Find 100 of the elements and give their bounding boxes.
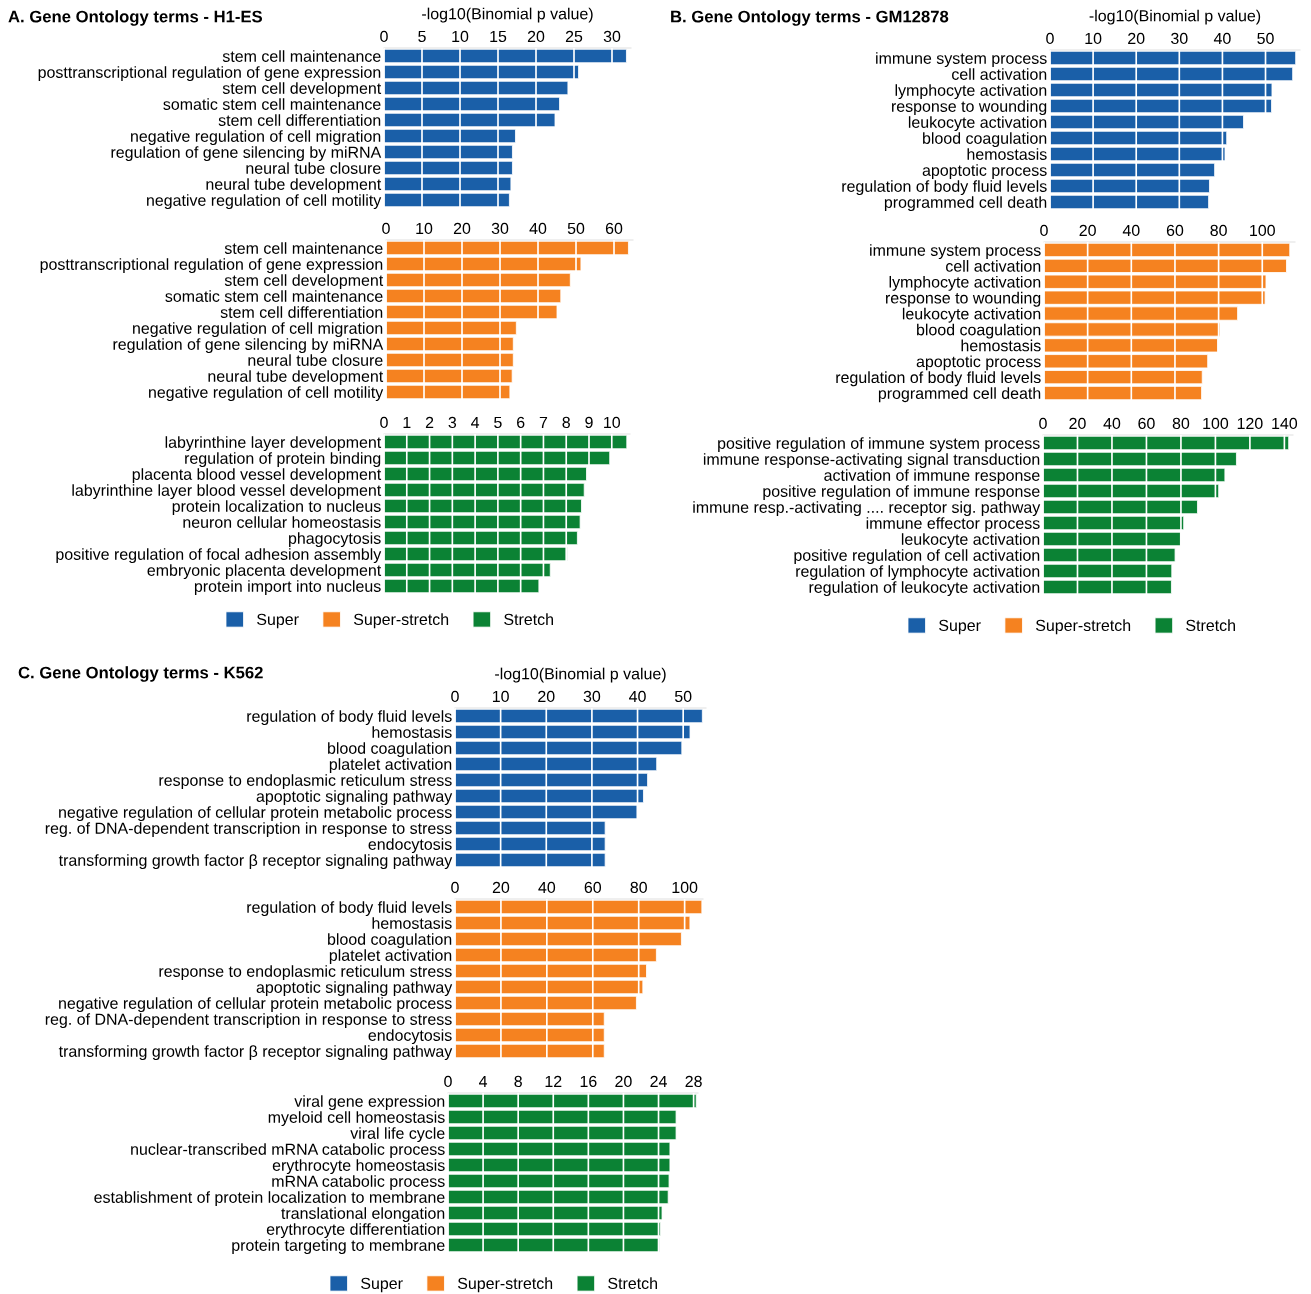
y-tick-label: transforming growth factor β receptor signaling pathway [58,1045,453,1061]
y-tick-label: reg. of DNA-dependent transcription in response to stress [45,1013,452,1029]
y-tick-label: placenta blood vessel development [132,468,382,484]
y-tick-label: regulation of body fluid levels [842,180,1047,196]
y-tick-label: hemostasis [967,148,1047,160]
y-tick-label: neural tube closure [246,162,381,174]
x-tick-label: 30 [491,222,509,235]
y-tick-label: lymphocyte activation [889,275,1041,291]
text: B. Gene Ontology terms - GM12878 [671,10,949,26]
x-tick-label: 40 [629,690,646,703]
y-tick-label: neuron cellular homeostasis [183,516,381,528]
text: C. Gene Ontology terms - K562 [18,666,263,682]
y-tick-label: regulation of body fluid levels [247,901,452,917]
x-tick-label: 0 [1040,224,1048,237]
x-tick-label: 60 [605,222,623,235]
y-tick-label: protein localization to nucleus [172,500,381,516]
series-label: Stretch [504,613,553,626]
y-tick-label: stem cell maintenance [224,242,383,254]
y-tick-label: programmed cell death [878,387,1041,403]
x-tick-label: 0 [382,222,390,235]
x-tick-label: 60 [1138,417,1155,430]
legend-label: Super [939,619,981,635]
x-tick-label: 20 [1079,224,1096,237]
x-tick-label: 10 [492,690,509,703]
y-tick-label: immune resp.-activating .... receptor sig. pathway [693,501,1041,517]
x-tick-label: 0 [380,416,388,429]
x-tick-label: 10 [604,416,621,429]
x-tick-label: 20 [1128,32,1145,45]
y-tick-label: negative regulation of cellular protein metabolic process [59,806,452,822]
x-tick-label: 40 [1213,32,1231,45]
y-tick-label: mRNA catabolic process [272,1175,445,1191]
y-tick-label: immune system process [876,52,1047,68]
text: A. Gene Ontology terms - H1-ES [8,10,263,26]
y-tick-label: stem cell maintenance [222,50,381,62]
y-tick-label: blood coagulation [917,323,1041,339]
y-tick-label: apoptotic process [922,164,1047,180]
x-tick-label: 24 [650,1075,667,1087]
series-label: Stretch [1186,619,1235,632]
x-tick-label: 30 [1171,32,1188,45]
x-tick-label: 10 [452,30,469,43]
x-tick-label: 10 [416,222,433,235]
y-tick-label: regulation of gene silencing by miRNA [111,146,382,162]
y-tick-label: activation of immune response [824,469,1040,485]
y-tick-label: stem cell development [224,274,384,290]
x-tick-label: 5 [494,416,502,429]
y-tick-label: transforming growth factor β receptor signaling pathway [58,854,453,870]
y-tick-label: positive regulation of immune response [763,485,1040,501]
y-tick-label: endocytosis [368,838,452,854]
y-tick-label: positive regulation of cell activation [794,549,1040,565]
legend-label: Super [361,1277,403,1293]
x-tick-label: 0 [451,690,459,703]
y-tick-label: phagocytosis [289,532,381,548]
x-tick-label: 8 [514,1075,522,1088]
x-tick-label: 9 [585,416,593,429]
y-tick-label: response to wounding [892,100,1047,116]
x-tick-label: 3 [448,416,457,429]
y-tick-label: reg. of DNA-dependent transcription in response to stress [45,822,452,838]
y-tick-label: neural tube closure [248,354,383,366]
y-tick-label: labyrinthine layer development [165,436,382,452]
y-tick-label: establishment of protein localization to membrane [94,1191,445,1207]
x-tick-label: 1 [403,416,411,428]
y-tick-label: blood coagulation [923,132,1047,148]
y-tick-label: platelet activation [329,949,452,965]
x-tick-label: 30 [603,30,621,43]
y-tick-label: hemostasis [372,917,452,929]
x-axis-title: -log10(Binomial p value) [495,667,666,683]
x-tick-label: 80 [630,881,647,894]
y-tick-label: negative regulation of cellular protein metabolic process [59,997,452,1013]
x-tick-label: 140 [1272,417,1298,430]
y-tick-label: viral life cycle [350,1127,445,1143]
y-tick-label: endocytosis [368,1029,452,1045]
x-tick-label: 6 [517,416,525,429]
y-tick-label: myeloid cell homeostasis [268,1111,445,1127]
x-axis-title: -log10(Binomial p value) [1089,9,1261,25]
x-tick-label: 40 [1103,417,1121,430]
x-tick-label: 100 [1203,417,1229,430]
y-tick-label: response to endoplasmic reticulum stress [159,774,452,790]
x-tick-label: 25 [565,30,583,43]
y-tick-label: platelet activation [329,758,452,774]
x-tick-label: 120 [1237,417,1263,430]
y-tick-label: regulation of protein binding [185,452,381,468]
x-tick-label: 60 [584,881,602,894]
y-tick-label: neural tube development [208,370,384,386]
x-tick-label: 15 [490,30,507,43]
legend-label: Super-stretch [353,613,449,629]
y-tick-label: stem cell development [222,82,382,98]
y-tick-label: positive regulation of focal adhesion assembly [56,548,382,564]
x-tick-label: 20 [453,222,471,235]
x-tick-label: 0 [451,881,459,894]
x-tick-label: 20 [538,690,555,703]
y-tick-label: neural tube development [206,178,382,194]
x-tick-label: 2 [425,416,434,428]
x-tick-label: 20 [615,1075,632,1088]
y-tick-label: blood coagulation [328,933,452,949]
y-tick-label: cell activation [952,68,1047,80]
x-tick-label: 4 [471,416,480,428]
y-tick-label: lymphocyte activation [895,84,1047,100]
y-tick-label: hemostasis [372,726,452,738]
y-tick-label: positive regulation of immune system process [718,437,1040,453]
x-tick-label: 60 [1166,224,1184,237]
